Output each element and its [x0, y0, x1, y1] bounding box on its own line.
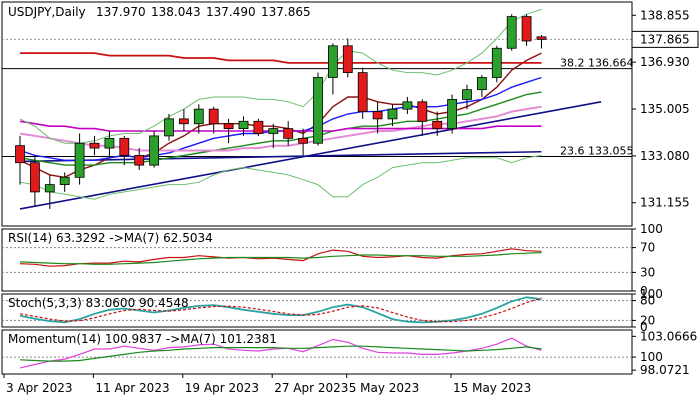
- date-axis-label: 3 Apr 2023: [6, 381, 73, 395]
- candle-body: [119, 137, 130, 156]
- candle-body: [59, 176, 70, 186]
- ohlc-high: 138.043: [151, 5, 201, 19]
- candle-body: [462, 89, 472, 100]
- candle-body: [134, 154, 145, 166]
- candle-body: [104, 137, 115, 149]
- indicator-axis-label: 100: [640, 222, 663, 236]
- candle-body: [15, 145, 25, 164]
- price-axis-label: 136.930: [640, 55, 690, 69]
- indicator-axis-label: 100: [640, 350, 663, 364]
- candle-body: [253, 120, 264, 134]
- candle-body: [432, 120, 443, 130]
- panel-frame-rsi: [1, 228, 633, 292]
- candle-body: [506, 16, 517, 49]
- candle-body: [417, 101, 428, 122]
- indicator-axis-label: 103.0666: [640, 329, 697, 343]
- date-axis-label: 15 May 2023: [453, 381, 531, 395]
- trendline: [19, 150, 542, 163]
- indicator-axis-label: 98.0721: [640, 363, 690, 377]
- candle-body: [536, 36, 547, 40]
- indicator-axis-label: 0: [640, 320, 648, 334]
- candle-body: [372, 111, 383, 120]
- indicator-label: Stoch(5,3,3) 83.0600 90.4548: [8, 296, 189, 310]
- fib-level-label: 38.2 136.664: [560, 57, 633, 70]
- candle-body: [357, 72, 368, 112]
- price-series-line: [20, 52, 542, 64]
- date-axis-label: 11 Apr 2023: [95, 381, 169, 395]
- candle-body: [447, 98, 458, 130]
- candle-body: [193, 108, 204, 125]
- indicator-label: RSI(14) 63.3292 ->MA(7) 62.5034: [8, 231, 213, 245]
- indicator-series-line: [19, 248, 542, 267]
- price-axis-label: 138.855: [640, 8, 690, 22]
- panel-frame-mom: [1, 329, 633, 375]
- current-price-label: 137.865: [640, 32, 690, 46]
- candle-body: [44, 184, 55, 193]
- current-price-box: [631, 30, 699, 48]
- candle-body: [164, 118, 174, 137]
- price-axis-label: 131.155: [640, 196, 690, 210]
- ohlc-open: 137.970: [96, 5, 146, 19]
- indicator-axis-label: 30: [640, 265, 655, 279]
- price-series-line: [19, 154, 542, 200]
- candle-body: [521, 16, 532, 42]
- candle-body: [476, 77, 487, 91]
- candle-body: [327, 45, 338, 78]
- candle-body: [149, 135, 160, 166]
- indicator-series-line: [19, 252, 542, 265]
- price-series-line: [19, 8, 542, 144]
- candle-body: [29, 162, 40, 193]
- candle-body: [283, 128, 294, 139]
- indicator-axis-label: 70: [640, 241, 655, 255]
- indicator-axis-label: 80: [640, 294, 655, 308]
- fib-level-label: 23.6 133.055: [560, 144, 633, 157]
- date-axis-label: 27 Apr 2023: [274, 381, 348, 395]
- candle-body: [387, 108, 398, 120]
- price-axis-label: 135.005: [640, 102, 690, 116]
- indicator-label: Momentum(14) 100.9837 ->MA(7) 101.2381: [8, 332, 277, 346]
- date-axis-label: 19 Apr 2023: [185, 381, 259, 395]
- ohlc-close: 137.865: [261, 5, 311, 19]
- candle-body: [491, 47, 502, 78]
- panel-frame-stoch: [1, 293, 633, 328]
- candle-body: [402, 101, 413, 110]
- indicator-series-line: [19, 296, 542, 324]
- indicator-series-line: [19, 345, 542, 362]
- candle-body: [313, 77, 323, 144]
- candle-body: [208, 108, 219, 125]
- price-axis-label: 133.080: [640, 149, 690, 163]
- candle-body: [89, 142, 100, 149]
- candle-body: [238, 120, 249, 130]
- indicator-axis-label: 100: [640, 287, 663, 301]
- date-axis-label: 5 May 2023: [349, 381, 420, 395]
- candle-body: [342, 45, 353, 74]
- candle-body: [298, 137, 309, 144]
- candle-body: [223, 123, 234, 130]
- candle-body: [268, 128, 279, 134]
- indicator-axis-label: 0: [640, 284, 648, 298]
- ohlc-low: 137.490: [206, 5, 256, 19]
- indicator-axis-label: 20: [640, 313, 655, 327]
- indicator-series-line: [19, 337, 542, 369]
- candle-body: [178, 118, 189, 125]
- candle-body: [74, 142, 85, 178]
- panel-frame-price: [1, 1, 633, 227]
- indicator-series-line: [19, 297, 542, 323]
- chart-title: USDJPY,Daily: [8, 5, 86, 19]
